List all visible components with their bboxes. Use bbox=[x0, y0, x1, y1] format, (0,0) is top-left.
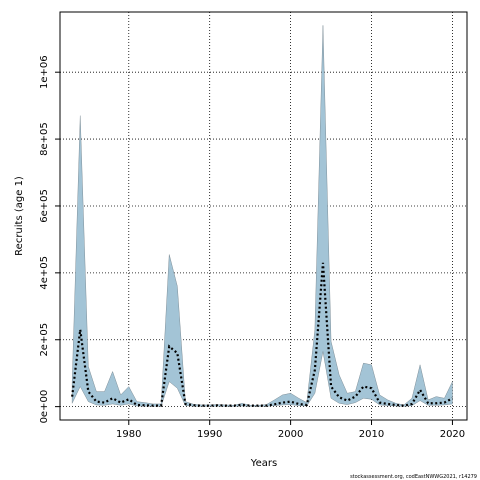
y-tick-label: 6e+05 bbox=[39, 189, 50, 223]
y-tick-label: 1e+06 bbox=[39, 55, 50, 89]
y-tick-label: 4e+05 bbox=[39, 256, 50, 290]
estimate-series-line bbox=[71, 262, 453, 407]
footer-credit: stockassessment.org, codEastNWWG2021, r1… bbox=[350, 474, 477, 480]
y-tick-label: 8e+05 bbox=[39, 122, 50, 156]
y-tick-label: 0e+00 bbox=[39, 390, 50, 424]
grid-lines bbox=[60, 12, 467, 420]
x-tick-label: 2010 bbox=[359, 429, 384, 440]
y-axis-title: Recruits (age 1) bbox=[14, 176, 25, 256]
estimate-line bbox=[71, 262, 453, 407]
y-tick-label: 2e+05 bbox=[39, 323, 50, 357]
x-tick-label: 2020 bbox=[440, 429, 465, 440]
x-tick-label: 1980 bbox=[116, 429, 141, 440]
x-tick-label: 2000 bbox=[278, 429, 303, 440]
plot-frame bbox=[59, 11, 468, 421]
x-axis-ticks: 1980 1990 2000 2010 2020 bbox=[116, 420, 465, 440]
x-axis-title: Years bbox=[250, 458, 277, 469]
x-tick-label: 1990 bbox=[197, 429, 222, 440]
y-axis-ticks: 0e+00 2e+05 4e+05 6e+05 8e+05 1e+06 bbox=[39, 55, 60, 423]
